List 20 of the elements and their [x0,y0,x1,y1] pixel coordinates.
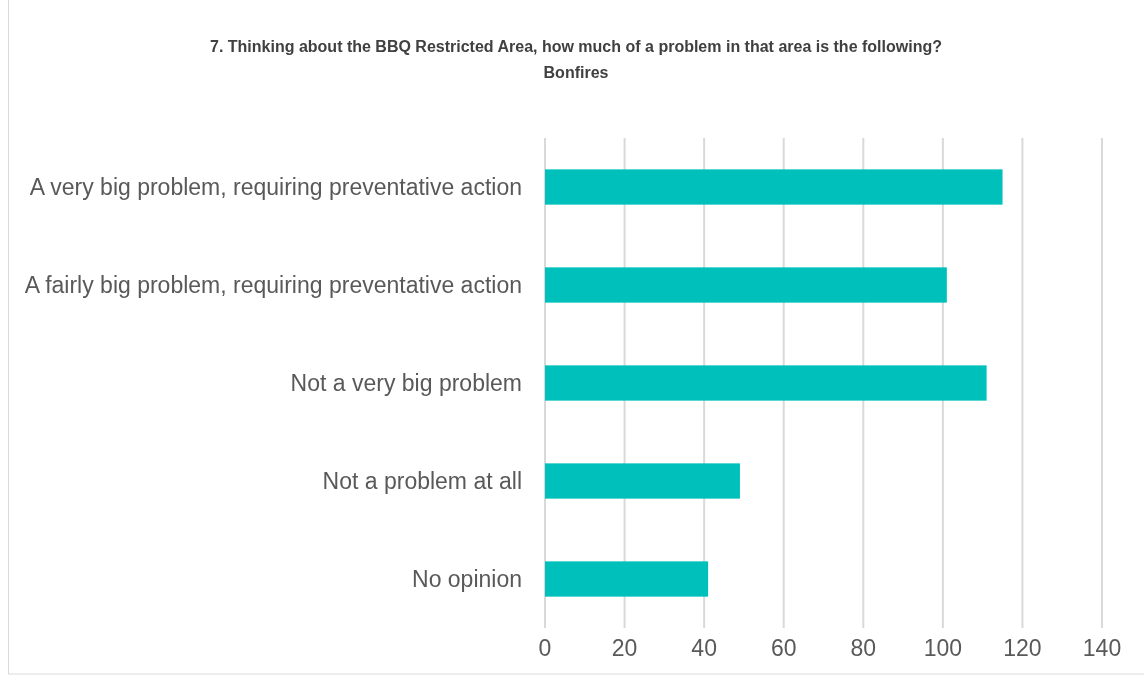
x-tick-label: 20 [611,635,638,661]
y-tick-label: Not a problem at all [322,468,522,494]
bar [545,365,987,401]
y-tick-label: No opinion [412,566,522,592]
bar [545,267,947,303]
x-tick-label: 60 [770,635,797,661]
y-tick-label: A fairly big problem, requiring preventative action [24,272,522,298]
x-tick-label: 120 [1003,635,1042,661]
x-tick-label: 100 [923,635,963,661]
y-tick-label: Not a very big problem [290,370,522,396]
x-tick-label: 40 [691,635,717,661]
bar [545,169,1003,205]
x-tick-label: 80 [850,635,877,661]
x-tick-label: 0 [538,635,552,661]
x-tick-label: 140 [1082,635,1122,661]
chart-subtitle: Bonfires [543,64,609,81]
y-tick-label: A very big problem, requiring preventative action [29,174,522,200]
bar [545,561,709,597]
bar [545,463,740,499]
chart-title: 7. Thinking about the BBQ Restricted Area, how much of a problem in that area is the following? [210,38,942,55]
